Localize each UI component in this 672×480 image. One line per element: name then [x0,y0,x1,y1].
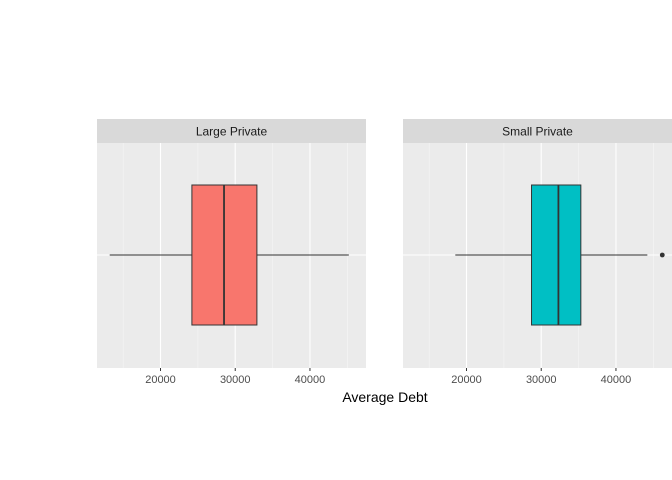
strip-label: Small Private [502,125,573,139]
facet-small-private: Small Private 20000 30000 40000 [403,119,672,386]
x-axis-ticks: 20000 30000 40000 [451,368,631,386]
x-tick-label: 40000 [601,374,632,386]
x-tick-label: 30000 [220,374,251,386]
x-tick-label: 40000 [295,374,326,386]
outlier-point [659,252,665,258]
strip-background [403,119,672,143]
x-tick-label: 20000 [451,374,482,386]
x-tick-label: 30000 [526,374,557,386]
box-iqr [531,184,582,326]
x-axis-ticks: 20000 30000 40000 [145,368,325,386]
facet-large-private: Large Private 20000 30000 40000 [97,119,366,386]
strip-label: Large Private [196,125,268,139]
boxplot-marks [455,184,665,326]
x-axis-title: Average Debt [342,389,427,405]
strip-background [97,119,366,143]
boxplot-marks [109,184,349,326]
x-tick-label: 20000 [145,374,176,386]
